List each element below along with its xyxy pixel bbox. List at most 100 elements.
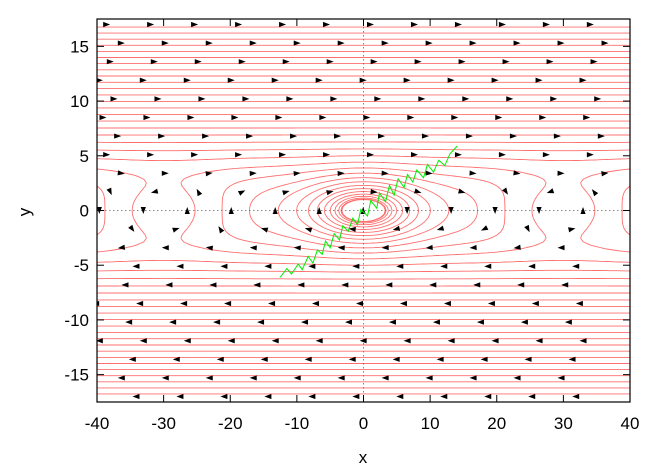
y-tick-label: 15 bbox=[70, 37, 89, 56]
direction-arrow bbox=[176, 263, 184, 269]
direction-arrow bbox=[360, 207, 366, 214]
direction-arrow bbox=[568, 227, 576, 233]
direction-arrow bbox=[169, 319, 177, 325]
y-axis-label: y bbox=[15, 207, 34, 216]
direction-arrow bbox=[260, 227, 269, 233]
direction-arrow bbox=[363, 114, 371, 121]
direction-arrow bbox=[557, 40, 565, 46]
direction-arrow bbox=[542, 152, 550, 158]
direction-arrow bbox=[198, 96, 206, 102]
direction-arrow bbox=[513, 40, 521, 46]
direction-arrow bbox=[117, 170, 125, 176]
direction-arrow bbox=[561, 282, 569, 288]
direction-arrow bbox=[293, 245, 301, 251]
direction-arrow bbox=[583, 114, 591, 121]
direction-arrow bbox=[462, 96, 470, 102]
direction-arrow bbox=[282, 190, 290, 196]
direction-arrow bbox=[359, 338, 367, 344]
x-tick-label: -20 bbox=[218, 414, 243, 433]
direction-arrow bbox=[440, 263, 448, 269]
direction-arrow bbox=[473, 282, 481, 288]
direction-arrow bbox=[601, 171, 609, 177]
direction-arrow bbox=[432, 319, 440, 325]
direction-arrow bbox=[341, 282, 349, 288]
direction-arrow bbox=[513, 375, 521, 381]
direction-arrow bbox=[366, 21, 374, 28]
direction-arrow bbox=[469, 170, 477, 176]
direction-arrow bbox=[501, 187, 509, 195]
direction-arrow bbox=[388, 319, 396, 325]
direction-arrow bbox=[194, 59, 202, 65]
direction-arrow bbox=[348, 226, 356, 233]
direction-arrow bbox=[370, 59, 378, 65]
direction-arrow bbox=[557, 170, 565, 176]
direction-arrow bbox=[568, 356, 576, 362]
direction-arrow bbox=[136, 300, 144, 307]
direction-arrow bbox=[323, 21, 331, 28]
direction-arrow bbox=[403, 77, 411, 83]
direction-arrow bbox=[209, 282, 217, 288]
direction-arrow bbox=[184, 207, 190, 214]
direction-arrow bbox=[337, 245, 345, 251]
direction-arrow bbox=[183, 77, 191, 83]
direction-arrow bbox=[191, 152, 199, 158]
direction-arrow bbox=[528, 263, 536, 269]
direction-arrow bbox=[334, 133, 342, 139]
direction-arrow bbox=[487, 300, 495, 307]
direction-arrow bbox=[575, 300, 583, 307]
direction-arrow bbox=[454, 152, 462, 158]
direction-arrow bbox=[348, 356, 356, 362]
direction-arrow bbox=[128, 356, 136, 362]
direction-arrow bbox=[147, 21, 155, 28]
direction-arrow bbox=[506, 96, 514, 102]
direction-arrow bbox=[140, 207, 146, 214]
direction-arrow bbox=[451, 114, 459, 121]
direction-arrow bbox=[161, 40, 169, 46]
direction-arrow bbox=[337, 375, 345, 381]
direction-arrow bbox=[542, 21, 550, 28]
direction-arrow bbox=[539, 114, 547, 121]
y-tick-label: 10 bbox=[70, 92, 89, 111]
direction-arrow bbox=[502, 59, 510, 65]
direction-arrow bbox=[421, 133, 429, 139]
direction-arrow bbox=[520, 319, 528, 325]
direction-arrow bbox=[205, 171, 213, 177]
direction-arrow bbox=[418, 96, 426, 102]
direction-arrow bbox=[249, 170, 257, 177]
direction-arrow bbox=[465, 133, 473, 139]
direction-arrow bbox=[469, 244, 477, 251]
direction-arrow bbox=[528, 393, 536, 400]
direction-arrow bbox=[272, 207, 278, 214]
direction-arrow bbox=[396, 393, 404, 400]
direction-arrow bbox=[308, 393, 316, 400]
direction-arrow bbox=[469, 375, 477, 381]
direction-arrow bbox=[414, 188, 422, 194]
direction-arrow bbox=[546, 188, 555, 194]
direction-arrow bbox=[392, 356, 400, 362]
x-tick-label: 0 bbox=[359, 414, 368, 433]
direction-arrow bbox=[586, 152, 594, 158]
direction-arrow bbox=[238, 59, 246, 65]
direction-arrow bbox=[172, 227, 180, 233]
direction-arrow bbox=[476, 319, 484, 325]
direction-arrow bbox=[227, 77, 235, 83]
direction-arrow bbox=[257, 319, 265, 325]
direction-arrow bbox=[440, 393, 448, 400]
direction-arrow bbox=[150, 59, 158, 65]
direction-arrow bbox=[381, 244, 389, 251]
direction-arrow bbox=[553, 133, 561, 139]
direction-arrow bbox=[290, 133, 298, 139]
x-tick-label: -30 bbox=[151, 414, 176, 433]
direction-arrow bbox=[579, 77, 587, 83]
direction-arrow bbox=[495, 114, 503, 121]
direction-arrow bbox=[312, 300, 320, 307]
direction-arrow bbox=[308, 263, 316, 269]
direction-arrow bbox=[385, 282, 393, 288]
direction-arrow bbox=[97, 78, 103, 83]
streamline-contours bbox=[97, 26, 630, 395]
direction-arrow bbox=[316, 207, 322, 214]
direction-arrow bbox=[484, 263, 492, 269]
direction-arrow bbox=[165, 282, 173, 288]
direction-arrow bbox=[458, 59, 466, 65]
